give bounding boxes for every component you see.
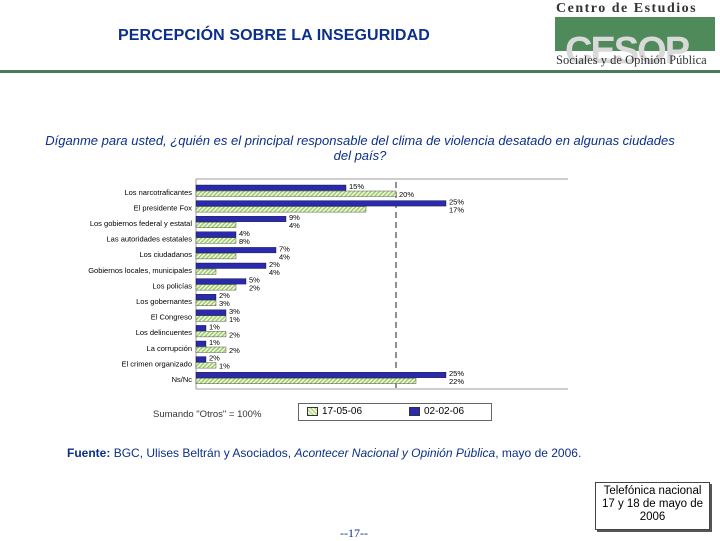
category-label: Gobiernos locales, municipales [88,266,192,275]
data-label-02-02-06: 2% [219,291,230,300]
source-date: , mayo de 2006. [495,446,582,460]
bar-02-02-06 [195,247,277,254]
data-label-17-05-06: 4% [279,252,290,261]
category-label: Los delincuentes [136,328,193,337]
bar-17-05-06 [195,331,227,338]
data-label-02-02-06: 7% [279,244,290,253]
category-label: Ns/Nc [172,375,193,384]
logo-top-text: Centro de Estudios [556,1,698,16]
bar-02-02-06 [195,371,447,378]
source-text: BGC, Ulises Beltrán y Asociados, [113,446,292,460]
bar-17-05-06 [195,268,217,275]
bar-17-05-06 [195,284,237,291]
data-label-17-05-06: 4% [269,268,280,277]
legend-label-feb: 02-02-06 [424,406,465,417]
bar-17-05-06 [195,299,217,306]
category-label: Los narcotraficantes [124,188,192,197]
legend-swatch-may [307,407,318,416]
bar-chart: Los narcotraficantes 15% 20% El presidente … [88,178,568,390]
data-label-17-05-06: 3% [219,299,230,308]
bar-02-02-06 [195,184,347,191]
data-label-17-05-06: 22% [449,377,464,386]
logo-box: CESOP [555,17,715,71]
bar-02-02-06 [195,325,207,332]
title-rule [0,70,720,73]
bar-17-05-06 [195,362,217,369]
logo-bottom-text: Sociales y de Opinión Pública [556,53,707,67]
category-label: Los gobiernos federal y estatal [90,219,192,228]
source-note: Fuente: BGC, Ulises Beltrán y Asociados,… [67,446,581,460]
bar-02-02-06 [195,216,287,222]
data-label-17-05-06: 4% [289,221,300,230]
data-label-02-02-06: 25% [449,198,464,207]
bar-17-05-06 [195,253,237,260]
page-title: PERCEPCIÓN SOBRE LA INSEGURIDAD [118,27,430,44]
category-label: Las autoridades estatales [107,235,193,244]
data-label-02-02-06: 5% [249,276,260,285]
category-label: El presidente Fox [134,203,193,212]
data-label-17-05-06: 17% [449,206,464,215]
plot-area [195,178,568,390]
data-label-02-02-06: 25% [449,369,464,378]
chart-legend: 17-05-06 02-02-06 [298,403,492,421]
bar-17-05-06 [195,190,397,197]
source-label: Fuente: [67,446,111,460]
bar-02-02-06 [195,262,267,269]
category-label: Los gobernantes [136,297,192,306]
category-label: La corrupción [147,344,192,353]
survey-date-box: Telefónica nacional 17 y 18 de mayo de 2… [595,482,710,530]
bar-02-02-06 [195,293,217,300]
data-label-17-05-06: 2% [249,284,260,293]
data-label-02-02-06: 15% [349,182,364,191]
data-label-17-05-06: 2% [229,330,240,339]
category-label: El Congreso [151,313,192,322]
legend-label-may: 17-05-06 [322,406,363,417]
bar-17-05-06 [195,237,237,244]
data-label-17-05-06: 20% [399,190,414,199]
data-label-02-02-06: 3% [229,307,240,316]
survey-question: Díganme para usted, ¿quién es el princip… [45,133,675,163]
bar-17-05-06 [195,346,227,353]
category-label: Los ciudadanos [139,250,192,259]
bar-02-02-06 [195,340,207,347]
logo-mark: CESOP [565,30,690,72]
bar-02-02-06 [195,356,207,363]
sum-note: Sumando "Otros" = 100% [153,409,262,420]
bar-02-02-06 [195,309,227,316]
data-label-17-05-06: 1% [229,315,240,324]
data-label-17-05-06: 1% [219,362,230,371]
cesop-logo: Centro de Estudios CESOP Sociales y de O… [552,0,718,71]
data-label-02-02-06: 4% [239,229,250,238]
data-label-02-02-06: 1% [209,322,220,331]
legend-item-feb: 02-02-06 [409,406,464,417]
source-publication: Acontecer Nacional y Opinión Pública [294,446,496,460]
data-label-17-05-06: 8% [239,237,250,246]
data-label-02-02-06: 9% [289,213,300,222]
category-label: El crimen organizado [122,359,192,368]
legend-item-may: 17-05-06 [307,406,362,417]
bar-17-05-06 [195,315,227,322]
data-label-17-05-06: 2% [229,346,240,355]
bar-17-05-06 [195,377,417,384]
data-label-02-02-06: 2% [209,354,220,363]
bar-17-05-06 [195,222,237,228]
legend-swatch-feb [409,407,420,416]
category-label: Los policías [152,281,192,290]
bar-17-05-06 [195,206,367,213]
data-label-02-02-06: 1% [209,338,220,347]
data-label-02-02-06: 2% [269,260,280,269]
bar-02-02-06 [195,231,237,238]
bar-02-02-06 [195,200,447,207]
page-number: --17-- [340,526,368,540]
bar-02-02-06 [195,278,247,285]
